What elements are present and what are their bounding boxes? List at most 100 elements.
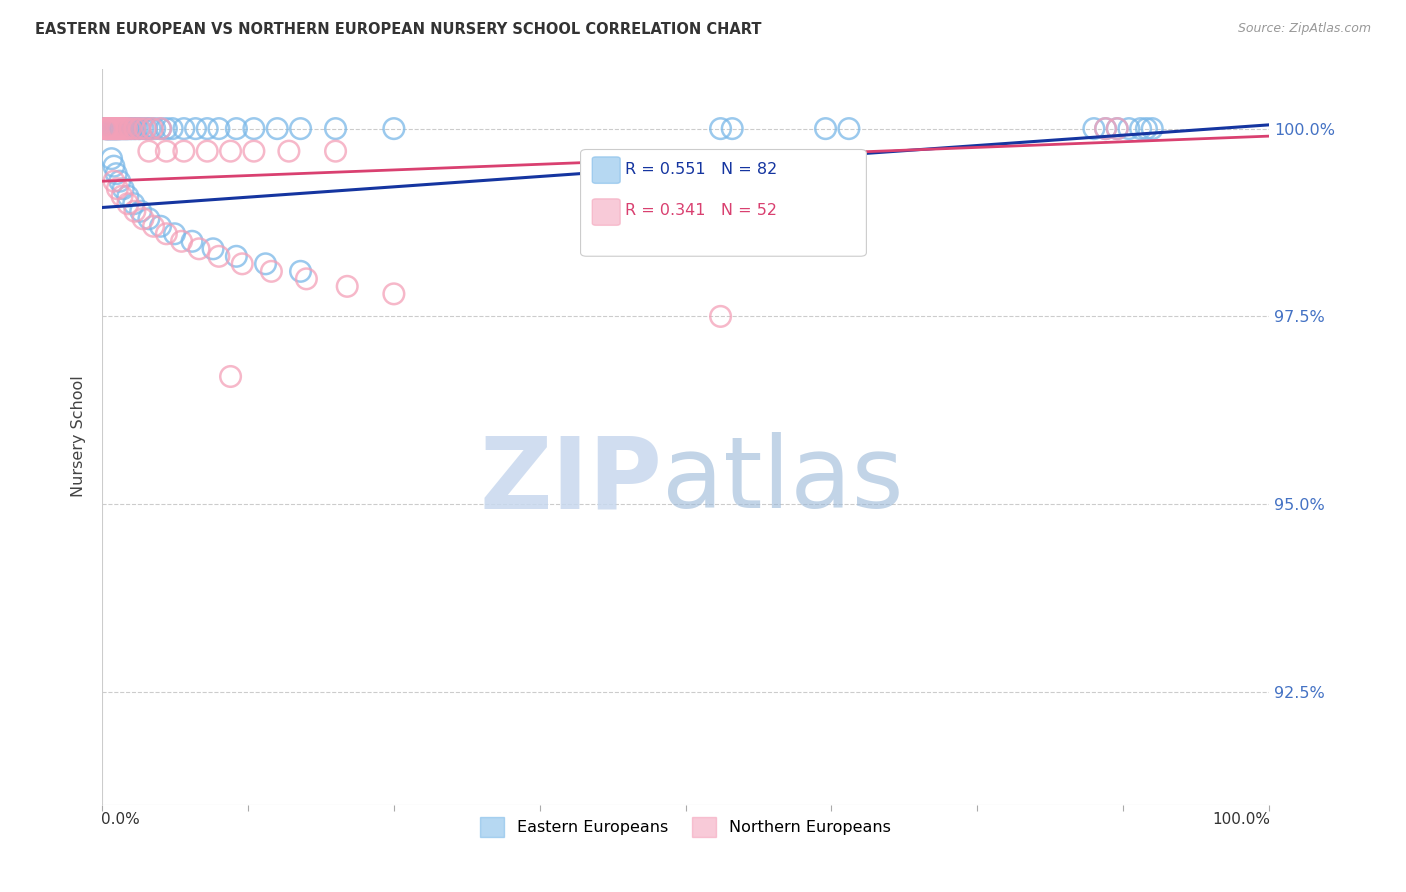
Point	[138, 211, 160, 226]
Text: EASTERN EUROPEAN VS NORTHERN EUROPEAN NURSERY SCHOOL CORRELATION CHART: EASTERN EUROPEAN VS NORTHERN EUROPEAN NU…	[35, 22, 762, 37]
Point	[117, 196, 139, 211]
Point	[277, 144, 299, 158]
Point	[105, 121, 128, 136]
Point	[112, 121, 135, 136]
Point	[97, 121, 120, 136]
Point	[103, 121, 125, 136]
Point	[141, 121, 163, 136]
Point	[129, 204, 152, 219]
Point	[243, 144, 266, 158]
Point	[266, 121, 288, 136]
Point	[155, 144, 177, 158]
Point	[103, 174, 125, 188]
Point	[101, 121, 124, 136]
Point	[97, 121, 120, 136]
Point	[208, 249, 231, 263]
Point	[105, 121, 128, 136]
Point	[709, 310, 731, 324]
Point	[128, 121, 150, 136]
Point	[1083, 121, 1105, 136]
Point	[96, 121, 118, 136]
Point	[105, 121, 128, 136]
Point	[94, 121, 117, 136]
Point	[163, 227, 186, 241]
Point	[188, 242, 211, 256]
Point	[120, 121, 142, 136]
Text: R = 0.551   N = 82: R = 0.551 N = 82	[624, 161, 778, 177]
Point	[108, 121, 131, 136]
Point	[96, 121, 118, 136]
Point	[104, 121, 127, 136]
Point	[93, 121, 115, 136]
Point	[709, 121, 731, 136]
Point	[115, 121, 138, 136]
Point	[382, 121, 405, 136]
Point	[231, 257, 253, 271]
Point	[1135, 121, 1157, 136]
Point	[105, 121, 128, 136]
Point	[132, 211, 155, 226]
Point	[100, 121, 122, 136]
Point	[105, 121, 128, 136]
Text: R = 0.341   N = 52: R = 0.341 N = 52	[624, 203, 778, 219]
Point	[325, 121, 347, 136]
Point	[100, 121, 122, 136]
Point	[110, 121, 132, 136]
Point	[121, 121, 143, 136]
Point	[111, 121, 134, 136]
Text: ZIP: ZIP	[479, 433, 662, 529]
Point	[108, 121, 131, 136]
Legend: Eastern Europeans, Northern Europeans: Eastern Europeans, Northern Europeans	[472, 809, 898, 845]
Text: 100.0%: 100.0%	[1212, 813, 1270, 827]
Point	[202, 242, 225, 256]
Point	[243, 121, 266, 136]
FancyBboxPatch shape	[581, 150, 866, 256]
Point	[112, 121, 135, 136]
Point	[128, 121, 150, 136]
Point	[107, 121, 129, 136]
Point	[122, 196, 145, 211]
Point	[173, 121, 195, 136]
Point	[325, 144, 347, 158]
Point	[98, 121, 121, 136]
Point	[103, 121, 125, 136]
Point	[195, 144, 218, 158]
Point	[170, 235, 193, 249]
Y-axis label: Nursery School: Nursery School	[72, 376, 86, 498]
Point	[208, 121, 231, 136]
Point	[225, 121, 247, 136]
Point	[260, 264, 283, 278]
Point	[254, 257, 277, 271]
Point	[96, 121, 118, 136]
Point	[149, 121, 172, 136]
Point	[1118, 121, 1140, 136]
Point	[135, 121, 157, 136]
Point	[98, 121, 121, 136]
Point	[117, 121, 139, 136]
Point	[219, 369, 242, 384]
Point	[105, 182, 128, 196]
Point	[1107, 121, 1129, 136]
Point	[98, 121, 121, 136]
Point	[139, 121, 162, 136]
Point	[132, 121, 155, 136]
Point	[114, 121, 136, 136]
Point	[111, 189, 134, 203]
Point	[117, 189, 139, 203]
Point	[149, 219, 172, 234]
FancyBboxPatch shape	[592, 157, 620, 184]
Point	[138, 144, 160, 158]
Point	[103, 159, 125, 173]
Point	[155, 121, 177, 136]
Point	[104, 121, 127, 136]
Point	[124, 121, 146, 136]
Point	[112, 182, 135, 196]
Point	[118, 121, 141, 136]
Point	[100, 152, 122, 166]
Point	[721, 121, 744, 136]
Point	[105, 167, 128, 181]
Point	[173, 144, 195, 158]
Point	[115, 121, 138, 136]
Point	[124, 204, 146, 219]
Point	[295, 272, 318, 286]
